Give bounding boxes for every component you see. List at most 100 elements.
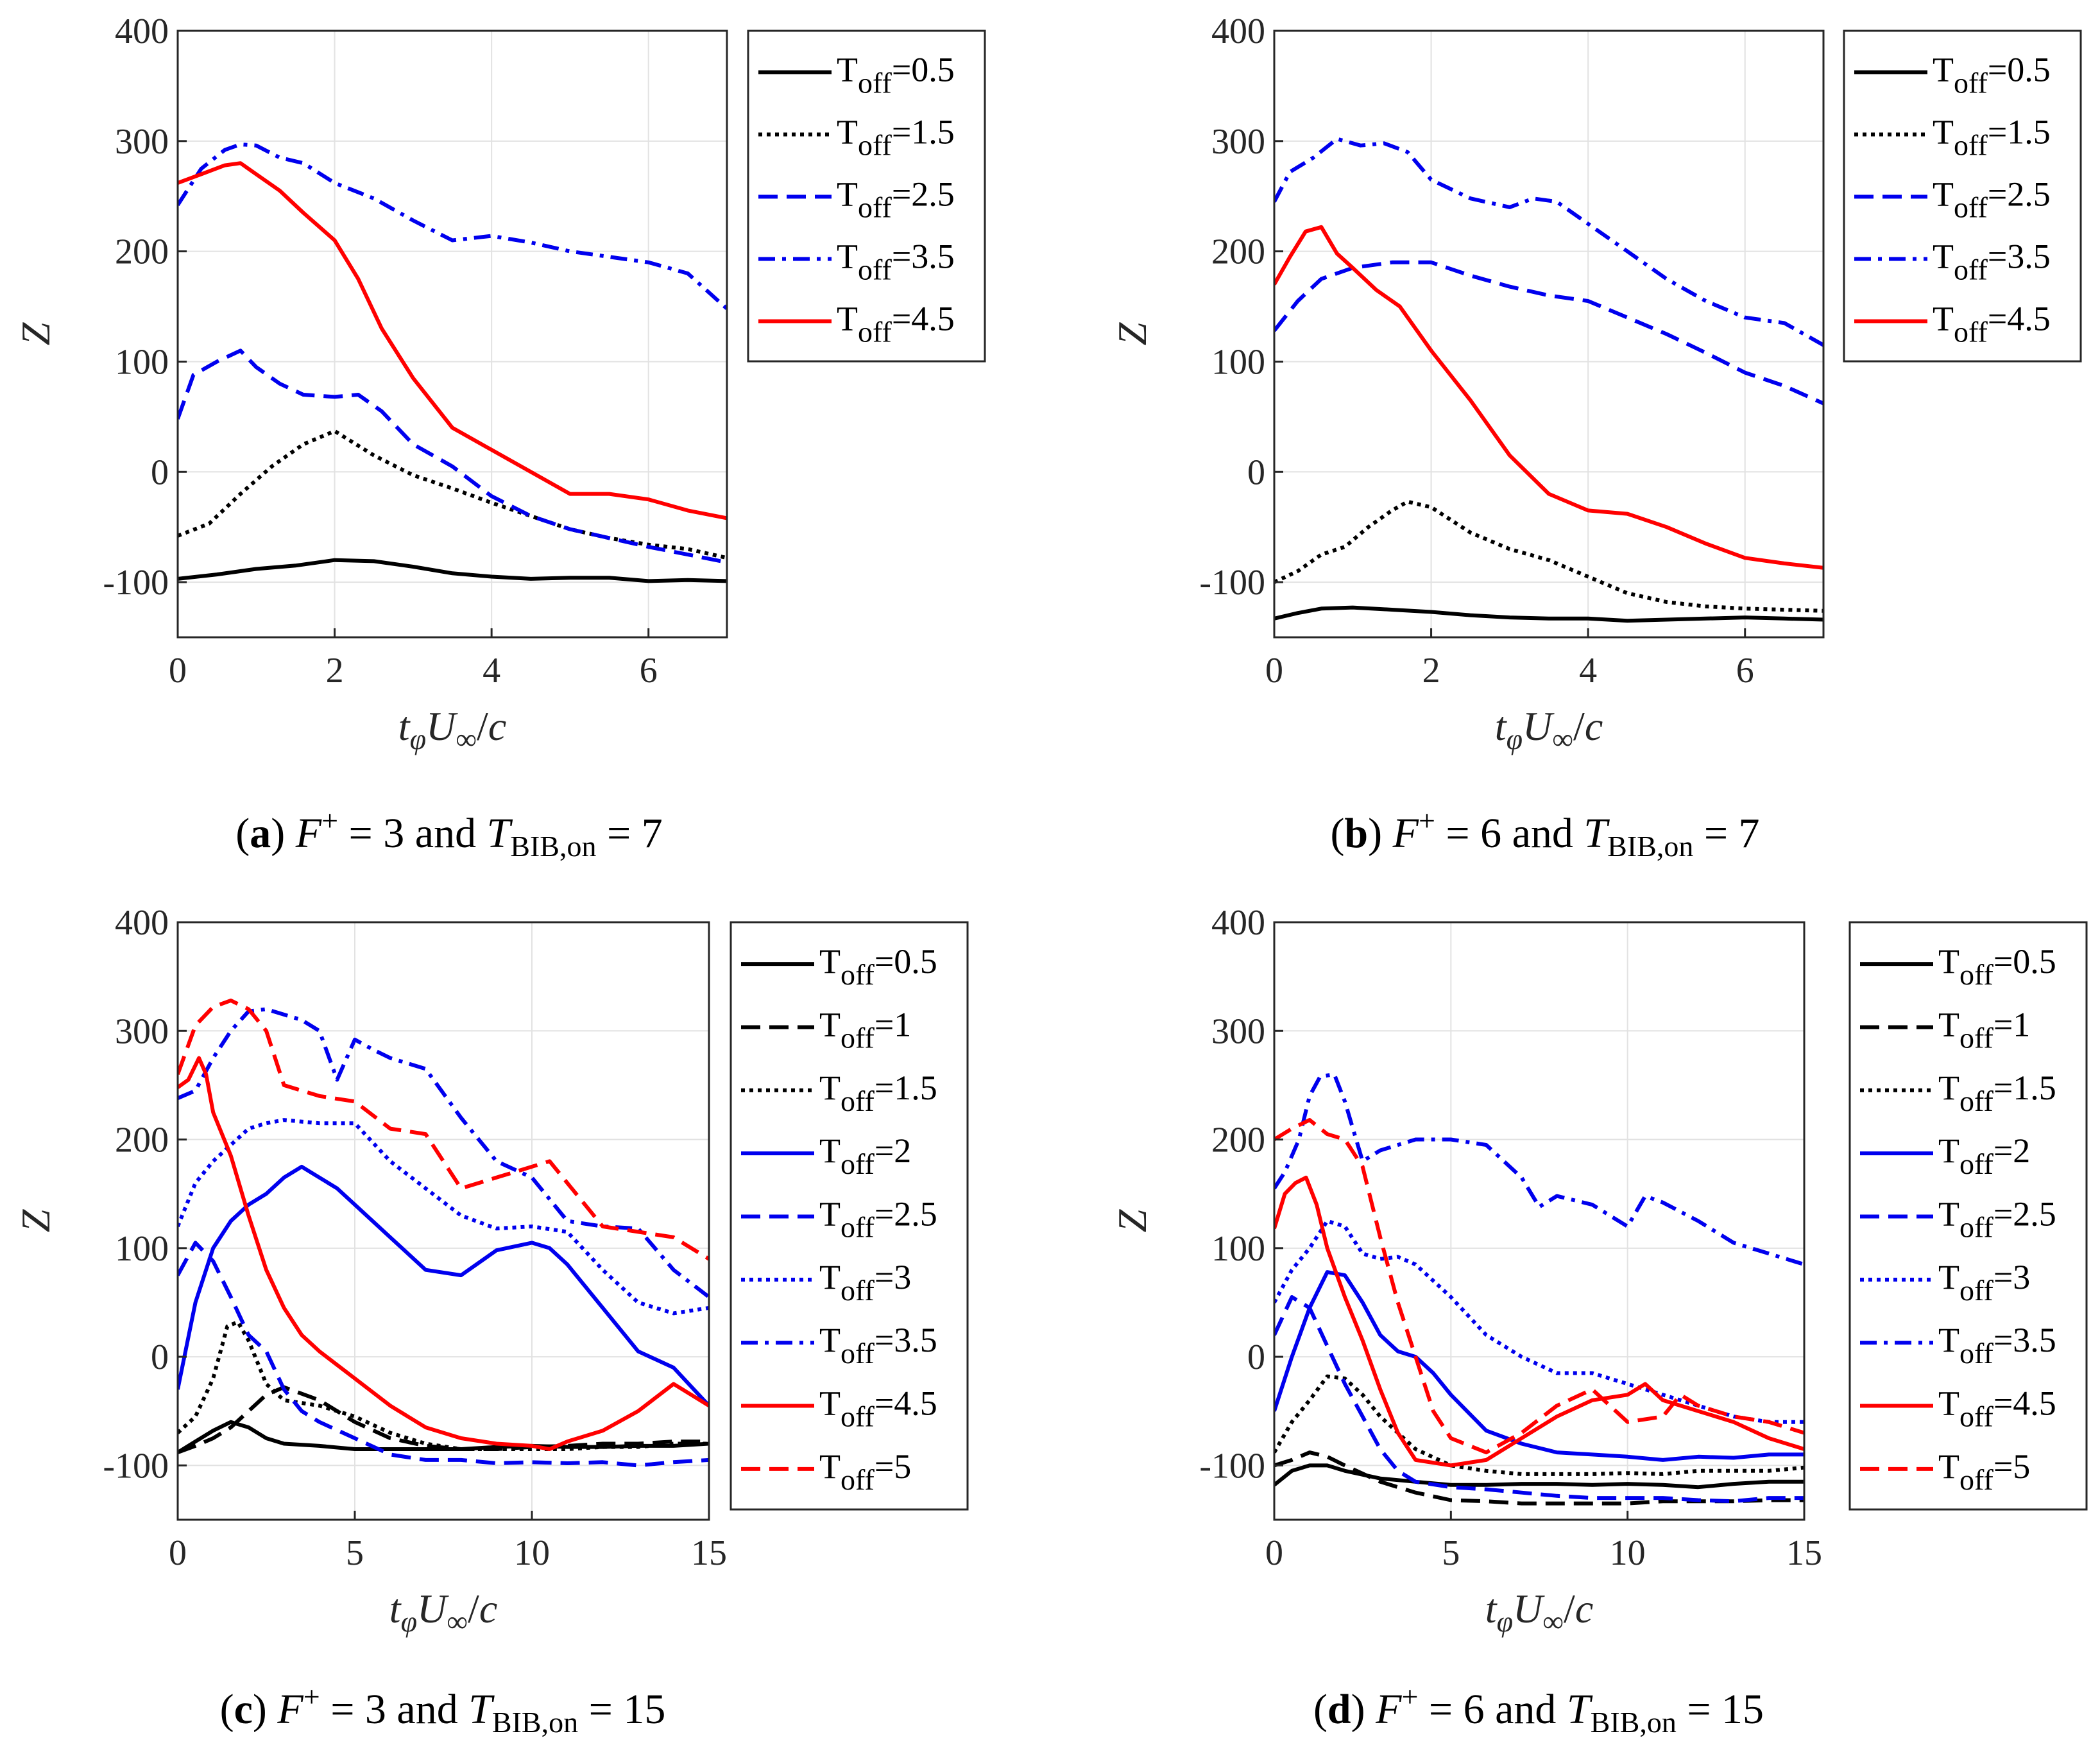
series-line-t-off-0.5 — [1274, 1463, 1804, 1490]
series-line-t-off-3.5 — [1274, 1072, 1804, 1267]
x-tick-label: 4 — [1579, 651, 1597, 691]
y-axis-label: Z — [13, 1208, 58, 1232]
x-tick-label: 0 — [169, 1533, 187, 1573]
y-axis-label: Z — [1109, 322, 1155, 345]
legend-label: Toff=0.5 — [1938, 942, 2056, 991]
plot-area — [1274, 922, 1804, 1520]
series-line-t-off-3 — [1274, 1219, 1804, 1424]
y-tick-label: 100 — [115, 342, 169, 382]
legend: Toff=0.5 Toff=1 Toff=1.5 Toff=2 Toff=2.5 Toff… — [1848, 921, 2088, 1511]
y-tick-label: 0 — [1247, 452, 1265, 492]
legend-label: Toff=2.5 — [1938, 1195, 2056, 1244]
legend-label: Toff=3 — [1938, 1258, 2030, 1307]
series-line-t-off-1.5 — [1274, 499, 1823, 613]
caption-b: (b) F+ = 6 and TBIB,on = 7 — [1330, 804, 1759, 863]
legend-label: Toff=3.5 — [1938, 1321, 2056, 1370]
caption-d: (d) F+ = 6 and TBIB,on = 15 — [1313, 1680, 1764, 1739]
axes-frame — [176, 921, 710, 1521]
y-tick-label: 300 — [1211, 122, 1265, 162]
x-tick-label: 10 — [514, 1533, 550, 1573]
legend-label: Toff=0.5 — [819, 942, 937, 991]
series-line-t-off-0.5 — [178, 1420, 709, 1454]
legend: Toff=0.5 Toff=1 Toff=1.5 Toff=2 Toff=2.5 Toff… — [730, 921, 969, 1511]
y-tick-label: 400 — [115, 903, 169, 943]
series-line-t-off-1 — [178, 1385, 709, 1454]
x-axis-label: tφU∞/c — [1495, 703, 1603, 755]
series-line-t-off-4.5 — [178, 1056, 709, 1451]
x-tick-label: 0 — [1265, 651, 1283, 691]
series-group — [178, 998, 709, 1468]
legend-label: Toff=1 — [819, 1006, 911, 1054]
series-line-t-off-3.5 — [178, 1007, 709, 1299]
series-group — [1274, 1072, 1804, 1506]
y-tick-label: 200 — [1211, 232, 1265, 272]
panel-b: 0 2 4 6-1000100200300400tφU∞/cZToff=0.5Toff… — [1109, 12, 2082, 863]
legend-label: Toff=2.5 — [819, 1195, 937, 1244]
x-tick-label: 0 — [169, 651, 187, 691]
legend-label: Toff=0.5 — [837, 51, 955, 99]
legend-label: Toff=4.5 — [1933, 300, 2051, 348]
legend-label: Toff=2.5 — [837, 175, 955, 224]
y-tick-label: 200 — [1211, 1121, 1265, 1160]
y-tick-label: 0 — [151, 452, 169, 492]
series-line-t-off-2.5 — [1274, 1295, 1804, 1504]
y-tick-label: 100 — [1211, 342, 1265, 382]
legend-label: Toff=3 — [819, 1258, 911, 1307]
x-tick-label: 4 — [482, 651, 500, 691]
y-tick-label: 400 — [1211, 903, 1265, 943]
caption-c: (c) F+ = 3 and TBIB,on = 15 — [220, 1680, 666, 1739]
y-tick-label: 100 — [115, 1229, 169, 1269]
series-line-t-off-2.5 — [1274, 260, 1823, 406]
legend-label: Toff=3.5 — [1933, 237, 2051, 286]
x-tick-label: 6 — [640, 651, 658, 691]
y-tick-label: -100 — [103, 563, 169, 603]
y-tick-label: 0 — [151, 1337, 169, 1377]
legend-label: Toff=4.5 — [819, 1384, 937, 1433]
y-tick-label: 200 — [115, 232, 169, 272]
legend-label: Toff=4.5 — [837, 300, 955, 348]
legend-label: Toff=1.5 — [819, 1069, 937, 1117]
legend-label: Toff=3.5 — [819, 1321, 937, 1370]
legend-label: Toff=0.5 — [1933, 51, 2051, 99]
y-tick-label: 300 — [1211, 1011, 1265, 1051]
legend-label: Toff=5 — [1938, 1447, 2030, 1496]
series-line-t-off-4.5 — [1274, 225, 1823, 570]
legend-label: Toff=1.5 — [837, 113, 955, 162]
legend-label: Toff=1 — [1938, 1006, 2030, 1054]
series-line-t-off-2 — [178, 1164, 709, 1407]
series-line-t-off-2.5 — [178, 1241, 709, 1468]
panel-c: 0 5 10 15-1000100200300400tφU∞/cZToff=0.5To… — [13, 903, 969, 1739]
series-line-t-off-0.5 — [1274, 605, 1823, 623]
legend-label: Toff=2 — [819, 1131, 911, 1180]
axes-frame — [176, 30, 728, 639]
axes-frame — [1273, 30, 1825, 639]
legend-label: Toff=1.5 — [1938, 1069, 2056, 1117]
legend-label: Toff=2 — [1938, 1131, 2030, 1180]
series-line-t-off-1.5 — [178, 429, 727, 560]
panel-a: 0 2 4 6-1000100200300400tφU∞/cZToff=0.5Toff… — [13, 12, 986, 863]
x-tick-label: 0 — [1265, 1533, 1283, 1573]
y-tick-label: -100 — [103, 1446, 169, 1486]
y-tick-label: 400 — [1211, 12, 1265, 51]
series-line-t-off-4.5 — [178, 161, 727, 520]
y-tick-label: 300 — [115, 1011, 169, 1051]
x-tick-label: 15 — [1786, 1533, 1822, 1573]
axes-frame — [1273, 921, 1805, 1521]
y-tick-label: 400 — [115, 12, 169, 51]
legend-label: Toff=2.5 — [1933, 175, 2051, 224]
legend-label: Toff=3.5 — [837, 237, 955, 286]
series-line-t-off-0.5 — [178, 558, 727, 583]
series-line-t-off-1.5 — [1274, 1374, 1804, 1476]
y-tick-label: 0 — [1247, 1337, 1265, 1377]
series-group — [1274, 137, 1823, 623]
y-axis-label: Z — [13, 322, 58, 345]
plot-area — [178, 31, 727, 637]
plot-area — [178, 922, 709, 1520]
y-tick-label: 200 — [115, 1121, 169, 1160]
y-tick-label: 300 — [115, 122, 169, 162]
series-line-t-off-5 — [178, 998, 709, 1261]
x-tick-label: 5 — [1442, 1533, 1460, 1573]
x-axis-label: tφU∞/c — [389, 1586, 497, 1638]
series-line-t-off-3.5 — [178, 142, 727, 311]
